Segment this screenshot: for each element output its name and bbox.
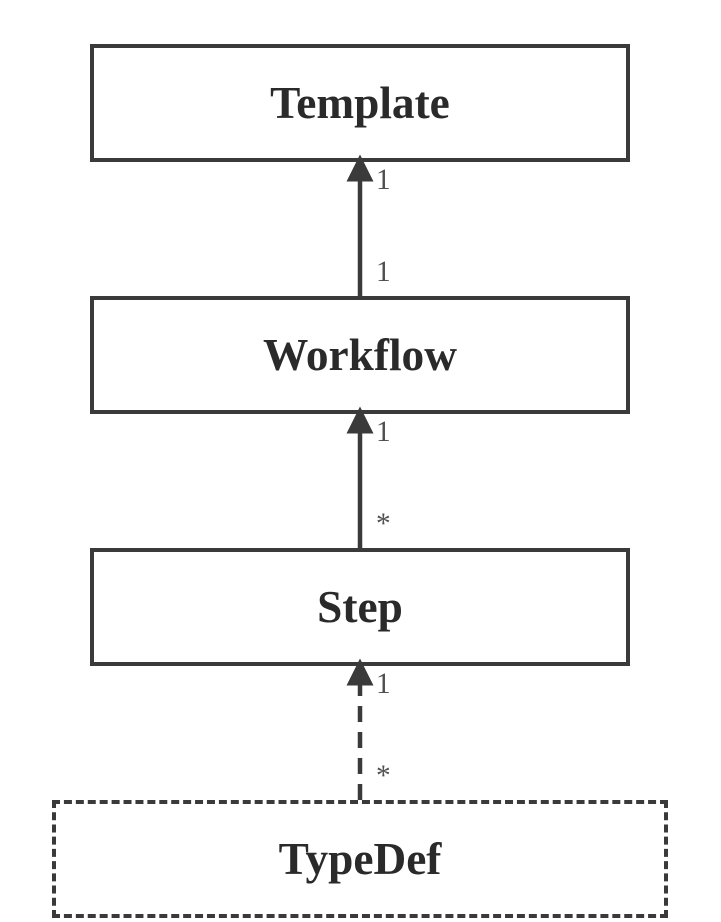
node-typedef: TypeDef: [52, 800, 668, 918]
node-label: Step: [317, 581, 403, 633]
mult-from-workflow: 1: [376, 256, 391, 289]
node-label: Template: [270, 77, 450, 129]
node-label: Workflow: [263, 329, 457, 381]
mult-from-step: *: [376, 508, 391, 541]
mult-to-template: 1: [376, 164, 391, 197]
node-template: Template: [90, 44, 630, 162]
mult-to-step: 1: [376, 668, 391, 701]
mult-from-typedef: *: [376, 760, 391, 793]
node-workflow: Workflow: [90, 296, 630, 414]
uml-diagram: Template Workflow Step TypeDef 1 1 1 * 1 *: [0, 0, 721, 922]
mult-to-workflow: 1: [376, 416, 391, 449]
node-step: Step: [90, 548, 630, 666]
node-label: TypeDef: [279, 833, 442, 885]
